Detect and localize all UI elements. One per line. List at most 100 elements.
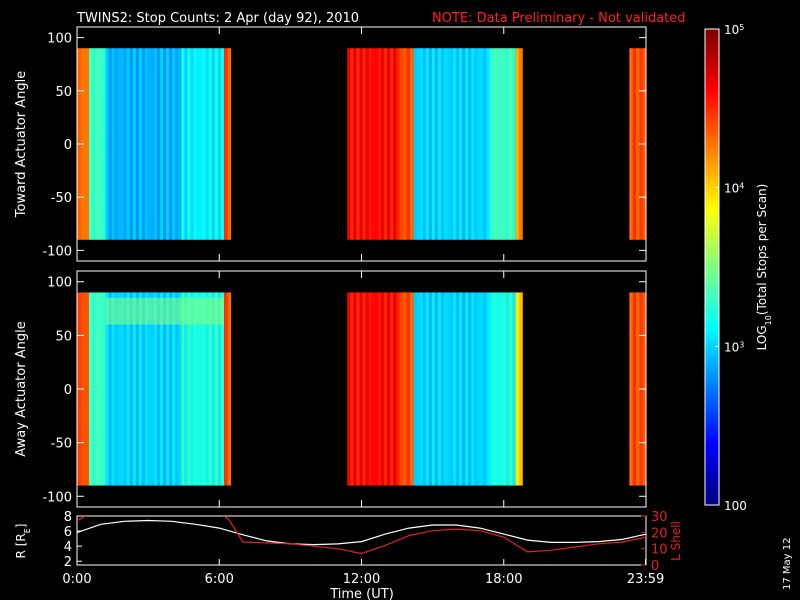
heatmap-stripe-away-3-7 [202, 292, 206, 486]
colorbar-cell-59 [705, 267, 719, 272]
heatmap-stripe-away-2-11 [138, 292, 142, 486]
heatmap-stripe-toward-7-0 [413, 48, 417, 240]
heatmap-stripe-toward-3-7 [202, 48, 206, 240]
heatmap-stripe-toward-1-1 [92, 48, 96, 240]
heatmap-stripe-toward-7-8 [437, 48, 441, 240]
preliminary-note: NOTE: Data Preliminary - Not validated [432, 11, 686, 26]
colorbar-cell-63 [705, 251, 719, 256]
heatmap-stripe-away-2-23 [175, 292, 179, 486]
colorbar-cell-2 [705, 493, 719, 498]
colorbar-cell-3 [705, 489, 719, 494]
heatmap-stripe-away-3-1 [184, 292, 188, 486]
heatmap-stripe-away-2-15 [150, 292, 155, 486]
colorbar-cell-29 [705, 386, 719, 391]
colorbar-cell-105 [705, 84, 719, 90]
orbit-ytick-label-right-0: 0 [651, 559, 659, 574]
heatmap-stripe-away-5-15 [393, 292, 397, 486]
heatmap-stripe-toward-3-3 [190, 48, 194, 240]
heatmap-stripe-toward-3-13 [220, 48, 224, 240]
heatmap-stripe-toward-4-0 [223, 48, 228, 240]
heatmap-stripe-away-7-13 [453, 292, 457, 486]
colorbar-cell-118 [705, 32, 719, 38]
heatmap-stripe-away-7-0 [413, 292, 417, 486]
heatmap-stripe-toward-3-0 [181, 48, 185, 240]
heatmap-stripe-away-5-7 [368, 292, 372, 486]
heatmap-stripe-toward-7-14 [456, 48, 460, 240]
colorbar-cell-13 [705, 449, 719, 455]
heatmap-stripe-away-3-3 [190, 292, 194, 486]
colorbar-cell-11 [705, 457, 719, 462]
heatmap-stripe-away-2-0 [105, 292, 109, 486]
colorbar-cell-81 [705, 179, 719, 185]
heatmap-stripe-away-2-10 [135, 292, 139, 486]
colorbar-tick-base-2: 10 [724, 182, 739, 196]
colorbar-label-part-1: 10 [764, 315, 773, 325]
xtick-label-1: 6:00 [205, 572, 234, 587]
heatmap-stripe-away-7-1 [416, 292, 420, 486]
heatmap-stripe-away-5-16 [396, 292, 400, 486]
colorbar-cell-82 [705, 175, 719, 181]
heatmap-stripe-away-7-2 [419, 292, 423, 486]
heatmap-stripe-away-7-12 [450, 292, 454, 486]
colorbar-cell-68 [705, 231, 719, 236]
heatmap-stripe-toward-5-1 [350, 48, 354, 240]
colorbar-cell-75 [705, 203, 719, 209]
heatmap-stripe-toward-8-5 [505, 48, 510, 240]
heatmap-stripe-toward-5-3 [356, 48, 360, 240]
heatmap-stripe-away-2-16 [154, 292, 158, 486]
ylabel-toward: Toward Actuator Angle [14, 71, 29, 218]
xtick-label-3: 18:00 [485, 572, 522, 587]
heatmap-stripe-away-7-5 [428, 292, 432, 486]
heatmap-stripe-toward-3-4 [193, 48, 197, 240]
heatmap-stripe-away-2-22 [172, 292, 176, 486]
heatmap-stripe-away-1-0 [88, 292, 93, 486]
heatmap-stripe-away-8-3 [499, 292, 503, 486]
heatmap-stripe-away-7-9 [440, 292, 445, 486]
orbit-ylabel-right: L Shell [669, 521, 683, 561]
heatmap-stripe-away-5-2 [353, 292, 357, 486]
heatmap-stripe-away-8-2 [496, 292, 500, 486]
heatmap-stripe-away-10-2 [636, 292, 640, 486]
orbit-ylabel-left-part-1: E [23, 528, 32, 533]
heatmap-stripe-toward-5-14 [390, 48, 394, 240]
heatmap-stripe-away-2-5 [120, 292, 124, 486]
heatmap-stripe-away-1-3 [98, 292, 103, 486]
colorbar-cell-45 [705, 322, 719, 328]
heatmap-stripe-away-7-19 [471, 292, 475, 486]
heatmap-stripe-toward-5-11 [381, 48, 385, 240]
orbit-ytick-label-left-1: 4 [64, 540, 72, 555]
heatmap-stripe-away-2-19 [163, 292, 167, 486]
colorbar-cell-30 [705, 382, 719, 387]
heatmap-stripe-toward-1-2 [95, 48, 99, 240]
colorbar-cell-21 [705, 417, 719, 423]
heatmap-stripe-away-2-2 [111, 292, 115, 486]
colorbar-cell-110 [705, 64, 719, 70]
heatmap-stripe-away-2-4 [117, 292, 121, 486]
heatmap-stripe-away-2-14 [147, 292, 151, 486]
colorbar-cell-19 [705, 425, 719, 431]
heatmap-stripe-away-10-1 [632, 292, 637, 486]
colorbar-cell-101 [705, 100, 719, 105]
ytick-label-toward-3: -50 [51, 191, 72, 206]
colorbar-cell-4 [705, 485, 719, 490]
heatmap-stripe-away-2-20 [166, 292, 170, 486]
colorbar-cell-14 [705, 445, 719, 451]
colorbar-cell-43 [705, 330, 719, 336]
heatmap-stripe-away-3-5 [196, 292, 200, 486]
colorbar-cell-40 [705, 342, 719, 347]
heatmap-stripe-toward-7-9 [440, 48, 445, 240]
colorbar-cell-76 [705, 199, 719, 205]
colorbar-cell-61 [705, 259, 719, 264]
heatmap-stripe-toward-7-16 [462, 48, 466, 240]
heatmap-stripe-toward-5-0 [347, 48, 351, 240]
heatmap-stripe-toward-7-22 [480, 48, 484, 240]
colorbar-cell-116 [705, 40, 719, 46]
colorbar-cell-5 [705, 481, 719, 486]
heatmap-stripe-away-3-10 [211, 292, 215, 486]
heatmap-stripe-toward-2-3 [114, 48, 118, 240]
colorbar-cell-10 [705, 461, 719, 466]
heatmap-stripe-away-2-8 [129, 292, 133, 486]
heatmap-stripe-toward-2-18 [160, 48, 164, 240]
colorbar-cell-98 [705, 112, 719, 117]
colorbar-cell-15 [705, 441, 719, 447]
